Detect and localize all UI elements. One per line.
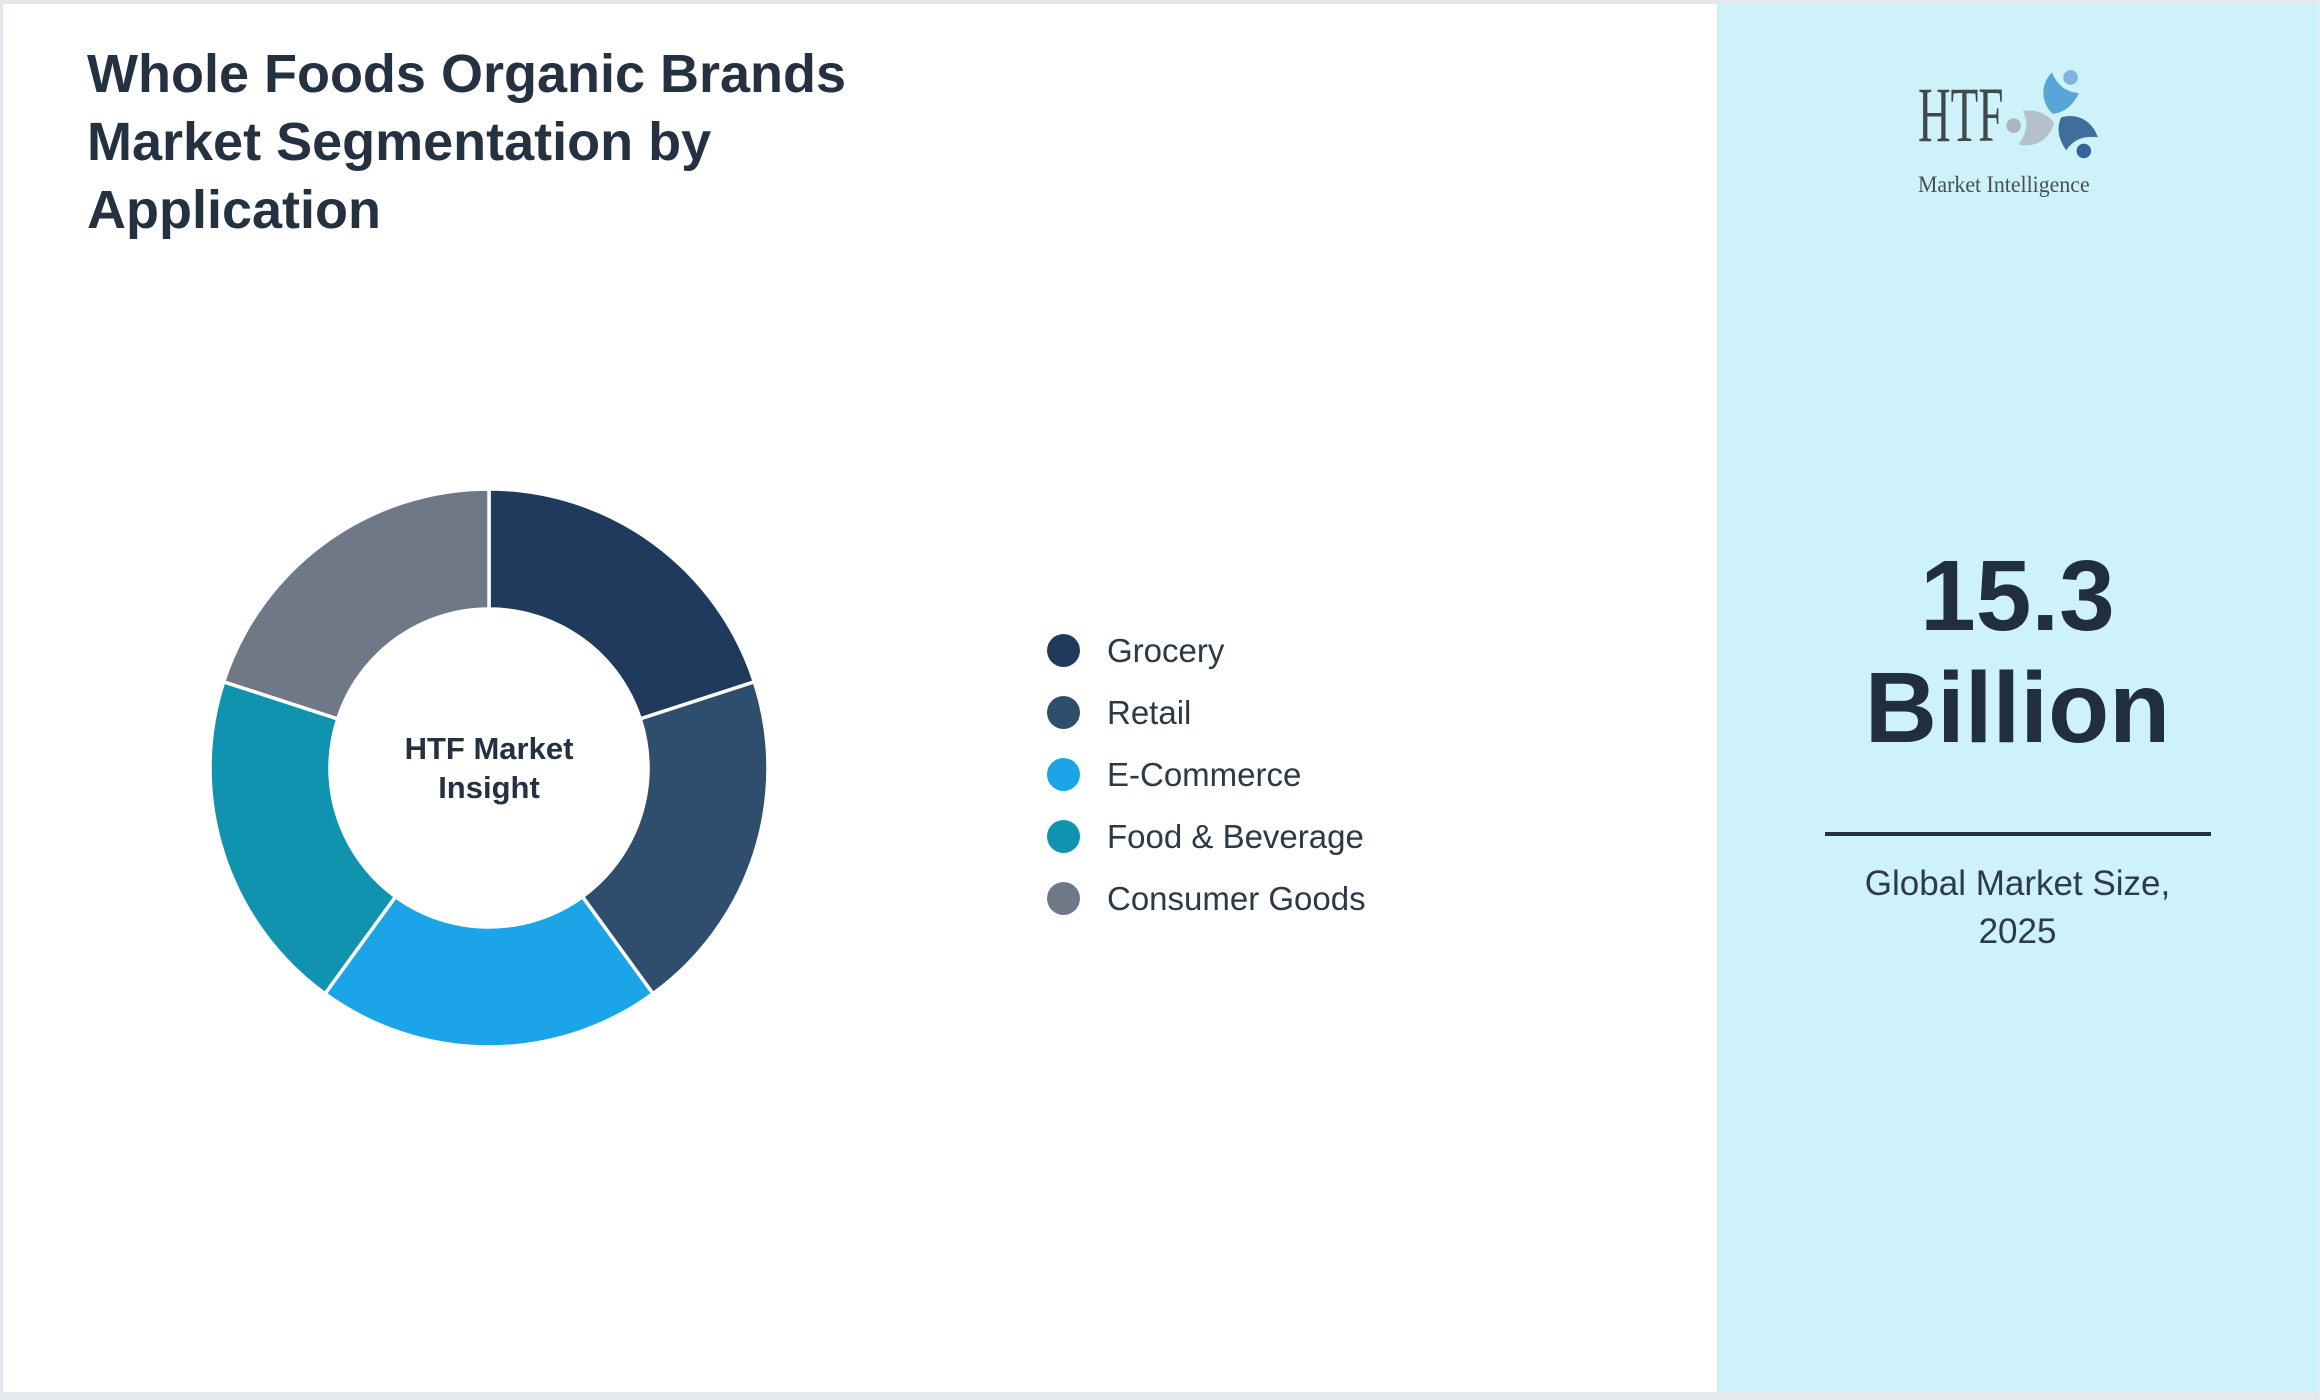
htf-logo-tagline: Market Intelligence bbox=[1917, 172, 2090, 197]
donut-slice-e-commerce bbox=[322, 894, 656, 1048]
donut-chart bbox=[209, 488, 769, 1048]
legend-swatch bbox=[1047, 696, 1080, 729]
donut-slice-grocery bbox=[487, 488, 757, 722]
chart-legend: Grocery Retail E-Commerce Food & Beverage Co… bbox=[1047, 631, 1366, 944]
legend-item-consumer-goods: Consumer Goods bbox=[1047, 879, 1366, 917]
legend-item-label: Food & Beverage bbox=[1107, 817, 1364, 855]
htf-swirl-logo-icon bbox=[2005, 70, 2098, 159]
htf-logo-row: HTF bbox=[1918, 62, 2118, 170]
donut-chart-area: HTF Market Insight bbox=[209, 488, 769, 1048]
legend-swatch bbox=[1047, 758, 1080, 791]
legend-swatch bbox=[1047, 820, 1080, 853]
donut-slice-consumer-goods bbox=[221, 488, 491, 722]
donut-slice-retail bbox=[580, 679, 769, 997]
legend-item-retail: Retail bbox=[1047, 693, 1366, 731]
htf-logo-brand: HTF bbox=[1917, 71, 2003, 158]
sidebar: HTF Market Intel bbox=[1717, 4, 2318, 1392]
market-size-value: 15.3 Billion bbox=[1864, 540, 2171, 764]
htf-logo: HTF Market Intel bbox=[1918, 62, 2118, 198]
legend-item-label: Grocery bbox=[1107, 631, 1225, 669]
legend-item-label: E-Commerce bbox=[1107, 755, 1302, 793]
legend-item-label: Consumer Goods bbox=[1107, 879, 1366, 917]
market-size-caption-wrap: Global Market Size, 2025 bbox=[1717, 860, 2318, 956]
swirl-arm-top bbox=[2042, 70, 2079, 114]
legend-item-e-commerce: E-Commerce bbox=[1047, 755, 1366, 793]
market-size-value-wrap: 15.3 Billion bbox=[1717, 540, 2318, 764]
swirl-arm-right bbox=[2058, 116, 2098, 159]
htf-logo-brand-box: HTF bbox=[1918, 62, 2012, 154]
legend-item-food-beverage: Food & Beverage bbox=[1047, 817, 1366, 855]
chart-title: Whole Foods Organic Brands Market Segmen… bbox=[87, 44, 847, 240]
legend-item-label: Retail bbox=[1107, 693, 1192, 731]
donut-slice-food-beverage bbox=[209, 679, 398, 997]
legend-swatch bbox=[1047, 634, 1080, 667]
legend-swatch bbox=[1047, 882, 1080, 915]
swirl-arm-left bbox=[2005, 110, 2054, 146]
market-size-caption: Global Market Size, 2025 bbox=[1864, 864, 2171, 951]
legend-item-grocery: Grocery bbox=[1047, 631, 1366, 669]
sidebar-divider bbox=[1824, 832, 2211, 836]
